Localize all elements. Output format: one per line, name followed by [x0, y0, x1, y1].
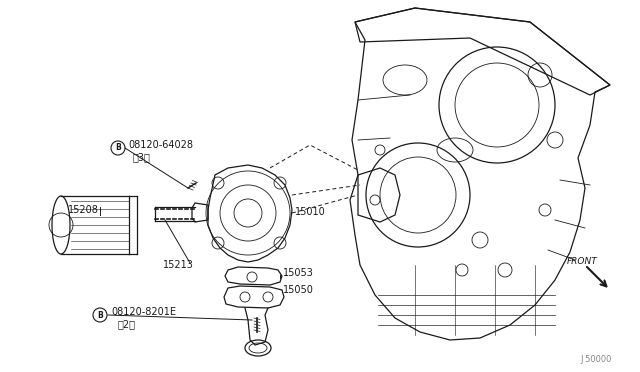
- Text: 15050: 15050: [283, 285, 314, 295]
- Text: 15208: 15208: [68, 205, 99, 215]
- Text: 15010: 15010: [295, 207, 326, 217]
- Text: B: B: [97, 311, 103, 320]
- Text: 15053: 15053: [283, 268, 314, 278]
- Text: 08120-8201E: 08120-8201E: [111, 307, 176, 317]
- Text: （3）: （3）: [133, 152, 151, 162]
- Text: J 50000: J 50000: [580, 356, 612, 365]
- Text: FRONT: FRONT: [567, 257, 598, 266]
- Text: （2）: （2）: [118, 319, 136, 329]
- Text: 15213: 15213: [163, 260, 194, 270]
- Text: 08120-64028: 08120-64028: [128, 140, 193, 150]
- Text: B: B: [115, 144, 121, 153]
